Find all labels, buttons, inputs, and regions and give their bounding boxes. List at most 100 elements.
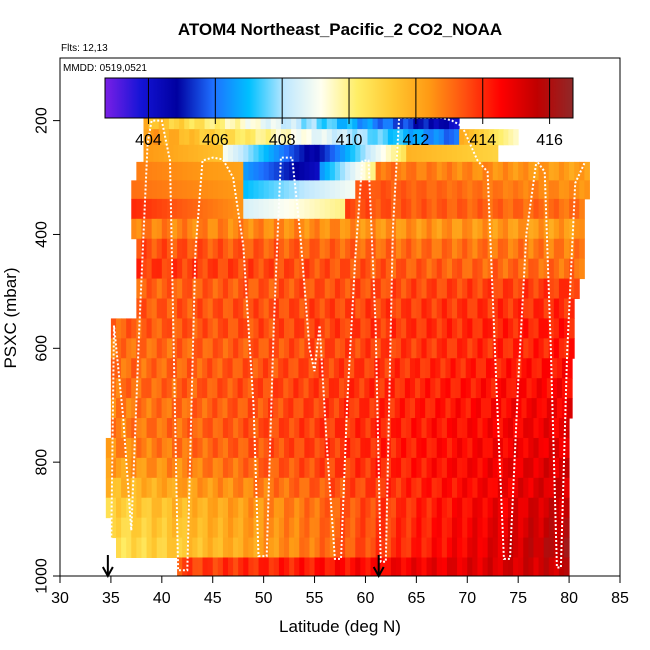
heatmap-cell: [518, 418, 524, 439]
heatmap-cell: [431, 418, 438, 439]
heatmap-cell: [472, 238, 478, 260]
heatmap-cell: [584, 180, 590, 200]
heatmap-cell: [324, 258, 331, 280]
heatmap-cell: [396, 517, 402, 539]
heatmap-cell: [253, 144, 260, 163]
heatmap-cell: [538, 497, 545, 519]
heatmap-cell: [350, 477, 356, 499]
heatmap-cell: [197, 477, 204, 499]
heatmap-cell: [457, 437, 463, 459]
heatmap-cell: [172, 457, 178, 479]
heatmap-cell: [390, 418, 397, 439]
heatmap-cell: [284, 477, 290, 499]
heatmap-cell: [141, 278, 148, 299]
heatmap-cell: [482, 418, 489, 439]
heatmap-cell: [192, 537, 198, 558]
heatmap-cell: [482, 198, 489, 220]
heatmap-cell: [248, 557, 254, 576]
heatmap-cell: [294, 477, 300, 499]
heatmap-cell: [360, 258, 366, 280]
heatmap-cell: [314, 218, 321, 240]
heatmap-cell: [548, 161, 555, 181]
heatmap-cell: [253, 198, 260, 220]
heatmap-cell: [324, 278, 331, 299]
heatmap-cell: [406, 218, 412, 240]
x-tick-label: 85: [611, 590, 629, 607]
heatmap-cell: [182, 318, 188, 339]
heatmap-cell: [438, 113, 445, 130]
heatmap-cell: [497, 517, 504, 539]
heatmap-cell: [485, 358, 492, 379]
heatmap-cell: [548, 537, 555, 558]
heatmap-cell: [460, 398, 467, 419]
heatmap-cell: [314, 258, 321, 280]
heatmap-cell: [487, 418, 494, 439]
x-tick-label: 50: [255, 590, 273, 607]
colorbar-tick-label: 404: [135, 132, 162, 149]
heatmap-cell: [380, 238, 387, 260]
heatmap-cell: [403, 113, 409, 130]
heatmap-cell: [491, 398, 497, 419]
heatmap-cell: [375, 338, 382, 359]
heatmap-cell: [166, 517, 173, 539]
heatmap-cell: [457, 457, 463, 479]
heatmap-cell: [431, 298, 438, 319]
heatmap-cell: [426, 144, 433, 163]
heatmap-cell: [467, 477, 473, 499]
heatmap-cell: [202, 398, 208, 419]
heatmap-cell: [204, 113, 211, 130]
heatmap-cell: [329, 537, 336, 558]
heatmap-cell: [416, 298, 422, 319]
heatmap-cell: [406, 557, 412, 576]
heatmap-cell: [319, 497, 326, 519]
heatmap-cell: [153, 113, 160, 130]
chart-title: ATOM4 Northeast_Pacific_2 CO2_NOAA: [178, 20, 502, 39]
heatmap-cell: [197, 298, 204, 319]
heatmap-cell: [222, 457, 229, 479]
heatmap-cell: [197, 238, 204, 260]
heatmap-cell: [404, 378, 411, 399]
heatmap-cell: [212, 338, 219, 359]
heatmap-cell: [340, 198, 346, 220]
heatmap-cell: [477, 537, 484, 558]
heatmap-cell: [431, 338, 438, 359]
heatmap-cell: [401, 517, 407, 539]
heatmap-cell: [314, 238, 321, 260]
heatmap-cell: [131, 180, 137, 200]
heatmap-cell: [485, 398, 492, 419]
heatmap-cell: [207, 198, 214, 220]
heatmap-cell: [574, 258, 580, 280]
heatmap-cell: [299, 238, 305, 260]
heatmap-cell: [146, 198, 153, 220]
heatmap-cell: [528, 218, 534, 240]
heatmap-cell: [553, 278, 560, 299]
heatmap-cell: [299, 517, 305, 539]
heatmap-cell: [421, 258, 428, 280]
x-tick-label: 65: [407, 590, 425, 607]
heatmap-cell: [207, 161, 214, 181]
heatmap-cell: [518, 497, 524, 519]
heatmap-cell: [177, 557, 183, 576]
heatmap-cell: [526, 398, 533, 419]
heatmap-cell: [556, 398, 563, 419]
heatmap-cell: [569, 258, 575, 280]
y-tick-label: 400: [34, 221, 51, 248]
colorbar-tick-label: 412: [403, 132, 430, 149]
heatmap-cell: [183, 144, 189, 163]
heatmap-cell: [448, 129, 455, 146]
heatmap-cell: [253, 537, 260, 558]
heatmap-cell: [166, 477, 173, 499]
heatmap-cell: [163, 129, 170, 146]
down-arrow-icon: [372, 555, 385, 579]
heatmap-cell: [146, 180, 153, 200]
heatmap-cell: [401, 437, 407, 459]
y-tick-label: 600: [34, 335, 51, 362]
heatmap-cell: [362, 113, 368, 130]
heatmap-cell: [172, 278, 178, 299]
heatmap-cell: [309, 457, 316, 479]
heatmap-cell: [523, 537, 529, 558]
heatmap-cell: [497, 258, 504, 280]
heatmap-cell: [182, 477, 188, 499]
heatmap-cell: [186, 398, 193, 419]
heatmap-cell: [294, 161, 300, 181]
